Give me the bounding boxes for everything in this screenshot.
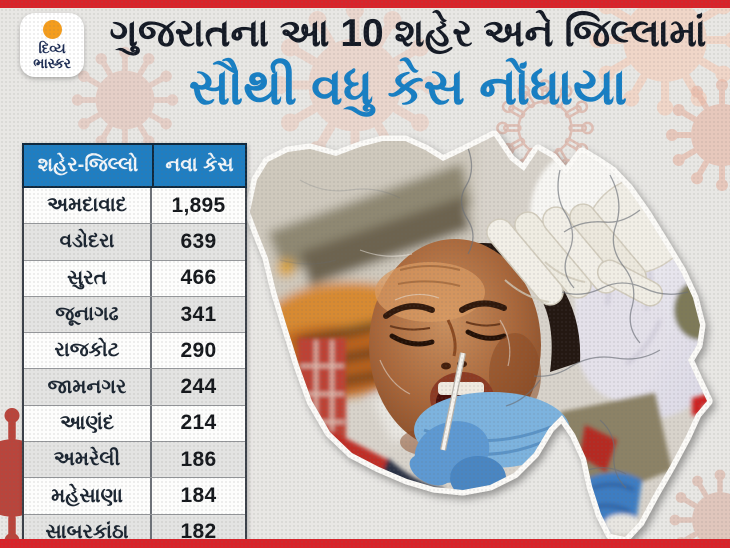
cases-cell: 341 — [180, 302, 217, 326]
table-body: અમદાવાદ 1,895 વડોદરા 639 સુરત 466 જૂનાગઢ… — [24, 188, 245, 548]
table-row: રાજકોટ 290 — [24, 332, 245, 369]
cases-cell: 639 — [180, 229, 217, 253]
table-row: અમદાવાદ 1,895 — [24, 188, 245, 224]
table-row: અમરેલી 186 — [24, 441, 245, 478]
city-cell: મહેસાણા — [24, 478, 152, 514]
bottom-red-strip — [0, 539, 730, 548]
table-row: જામનગર 244 — [24, 368, 245, 405]
cases-cell: 182 — [180, 520, 217, 544]
cases-cell: 466 — [180, 266, 217, 290]
headline-block: ગુજરાતના આ 10 શહેર અને જિલ્લામાં સૌથી વધ… — [92, 10, 724, 115]
map-district-borders-light — [359, 249, 511, 395]
cases-cell: 290 — [180, 338, 217, 362]
table-row: વડોદરા 639 — [24, 223, 245, 260]
city-cell: અમદાવાદ — [24, 188, 152, 224]
table-row: આણંદ 214 — [24, 404, 245, 442]
column-header-cases: નવા કેસ — [165, 154, 234, 176]
column-header-city: શહેર-જિલ્લો — [24, 145, 154, 186]
divya-bhaskar-logo[interactable]: દિવ્ય ભાસ્કર — [20, 13, 84, 77]
photo-mask-and-swab — [409, 352, 570, 500]
table-row: સુરત 466 — [24, 259, 245, 296]
city-cell: જામનગર — [24, 369, 152, 405]
cases-cell: 1,895 — [171, 193, 226, 217]
top-red-strip — [0, 0, 730, 8]
headline-line1: ગુજરાતના આ 10 શહેર અને જિલ્લામાં — [109, 12, 707, 55]
brand-name-line1: દિવ્ય — [38, 40, 66, 57]
headline-line2: સૌથી વધુ કેસ નોંધાયા — [188, 57, 628, 115]
cases-cell: 214 — [180, 411, 217, 435]
cases-cell: 186 — [180, 447, 217, 471]
cases-cell: 244 — [180, 375, 217, 399]
logo-sun-icon — [42, 20, 62, 40]
map-district-borders — [279, 147, 689, 489]
table-row: જૂનાગઢ 341 — [24, 295, 245, 333]
cases-cell: 184 — [180, 484, 217, 508]
city-cell: વડોદરા — [24, 224, 152, 260]
table-row: મહેસાણા 184 — [24, 477, 245, 514]
city-cell: સુરત — [24, 260, 152, 296]
city-cell: અમરેલી — [24, 442, 152, 478]
city-cell: જૂનાગઢ — [24, 296, 152, 333]
cases-table: શહેર-જિલ્લો નવા કેસ અમદાવાદ 1,895 વડોદરા… — [22, 143, 247, 548]
city-cell: સાબરકાંઠા — [24, 514, 152, 548]
city-cell: રાજકોટ — [24, 333, 152, 369]
city-cell: આણંદ — [24, 405, 152, 442]
brand-name-line2: ભાસ્કર — [33, 54, 71, 71]
table-header-row: શહેર-જિલ્લો નવા કેસ — [22, 143, 247, 188]
